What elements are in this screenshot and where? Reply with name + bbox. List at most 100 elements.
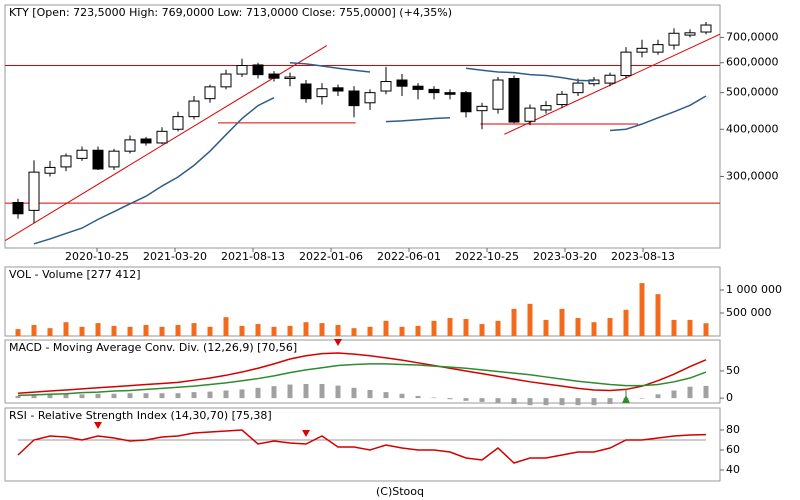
y-tick-label: 80 — [726, 423, 740, 436]
candle-body — [76, 149, 88, 159]
plot-area — [5, 22, 720, 245]
candle-body — [28, 171, 40, 211]
candle-body — [140, 138, 152, 144]
candle-body — [636, 47, 648, 53]
volume-bar — [687, 319, 693, 336]
histogram-bar — [431, 397, 437, 399]
candle-body — [300, 83, 312, 100]
volume-bar — [463, 318, 469, 336]
candle-body — [156, 130, 168, 144]
candle-body — [172, 116, 184, 130]
histogram-bar — [239, 389, 245, 399]
candle-body — [428, 88, 440, 94]
histogram-bar — [95, 393, 101, 399]
plot-area — [15, 339, 709, 406]
volume-bar — [143, 324, 149, 336]
volume-bar — [95, 323, 101, 336]
volume-bar — [335, 324, 341, 336]
histogram-bar — [127, 393, 133, 399]
volume-bar — [351, 328, 357, 336]
volume-bar — [159, 326, 165, 336]
x-tick-label: 2022-10-25 — [455, 250, 519, 263]
volume-bar — [639, 283, 645, 336]
volume-bar — [671, 319, 677, 336]
histogram-bar — [191, 392, 197, 399]
volume-bar — [303, 322, 309, 336]
volume-bar — [367, 326, 373, 336]
volume-bar — [63, 322, 69, 336]
volume-bar — [575, 318, 581, 336]
panel-frame — [4, 4, 721, 249]
histogram-bar — [143, 393, 149, 399]
y-tick-label: 400,0000 — [726, 122, 779, 135]
candle-body — [652, 44, 664, 53]
candle-body — [412, 85, 424, 90]
indicator-line — [17, 352, 707, 394]
candle-body — [604, 74, 616, 84]
volume-bar — [479, 324, 485, 336]
y-tick-label: 600,0000 — [726, 56, 779, 69]
candle-body — [236, 64, 248, 75]
histogram-bar — [479, 398, 485, 402]
candle-body — [284, 76, 296, 80]
candle-body — [268, 73, 280, 79]
candle-body — [252, 64, 264, 76]
candle-body — [364, 92, 376, 104]
panel-title: VOL - Volume [277 412] — [9, 268, 141, 281]
candle-body — [124, 139, 136, 152]
histogram-bar — [111, 393, 117, 399]
candle-body — [588, 79, 600, 85]
volume-bar — [495, 320, 501, 336]
y-tick-label: 0 — [726, 391, 733, 404]
volume-bar — [239, 325, 245, 336]
candle-body — [556, 93, 568, 106]
histogram-bar — [319, 383, 325, 399]
candle-body — [540, 105, 552, 111]
histogram-bar — [383, 392, 389, 399]
candle-body — [684, 32, 696, 36]
candle-body — [44, 166, 56, 174]
histogram-bar — [527, 398, 533, 406]
histogram-bar — [255, 387, 261, 399]
histogram-bar — [159, 393, 165, 399]
volume-bar — [383, 320, 389, 336]
candle-body — [476, 105, 488, 112]
histogram-bar — [639, 398, 645, 399]
panel-frame — [4, 266, 721, 337]
volume-bar — [271, 326, 277, 336]
volume-bar — [223, 317, 229, 336]
candle-body — [380, 81, 392, 92]
candle-body — [316, 88, 328, 98]
histogram-bar — [607, 398, 613, 405]
candle-body — [12, 201, 24, 215]
sell-signal — [302, 430, 310, 437]
plot-area — [15, 283, 709, 336]
volume-bar — [191, 323, 197, 336]
y-tick-label: 500 000 — [726, 306, 772, 319]
x-tick-label: 2022-01-06 — [299, 250, 363, 263]
histogram-bar — [271, 386, 277, 399]
candle-body — [220, 73, 232, 88]
x-tick-label: 2022-06-01 — [377, 250, 441, 263]
moving-average — [33, 96, 275, 245]
volume-bar — [47, 328, 53, 336]
volume-bar — [703, 323, 709, 336]
histogram-bar — [575, 398, 581, 406]
panel-title: RSI - Relative Strength Index (14,30,70)… — [9, 409, 272, 422]
trend-line — [504, 33, 720, 135]
histogram-bar — [671, 390, 677, 399]
volume-bar — [607, 318, 613, 336]
buy-signal — [622, 395, 630, 403]
sell-signal — [94, 422, 102, 429]
volume-bar — [207, 326, 213, 336]
candle-body — [524, 107, 536, 122]
volume-bar — [111, 325, 117, 336]
volume-bar — [319, 323, 325, 336]
x-tick-label: 2020-10-25 — [65, 250, 129, 263]
candle-body — [204, 86, 216, 100]
candle-body — [92, 149, 104, 170]
moving-average — [385, 117, 451, 123]
volume-bar — [415, 325, 421, 336]
volume-bar — [287, 325, 293, 336]
